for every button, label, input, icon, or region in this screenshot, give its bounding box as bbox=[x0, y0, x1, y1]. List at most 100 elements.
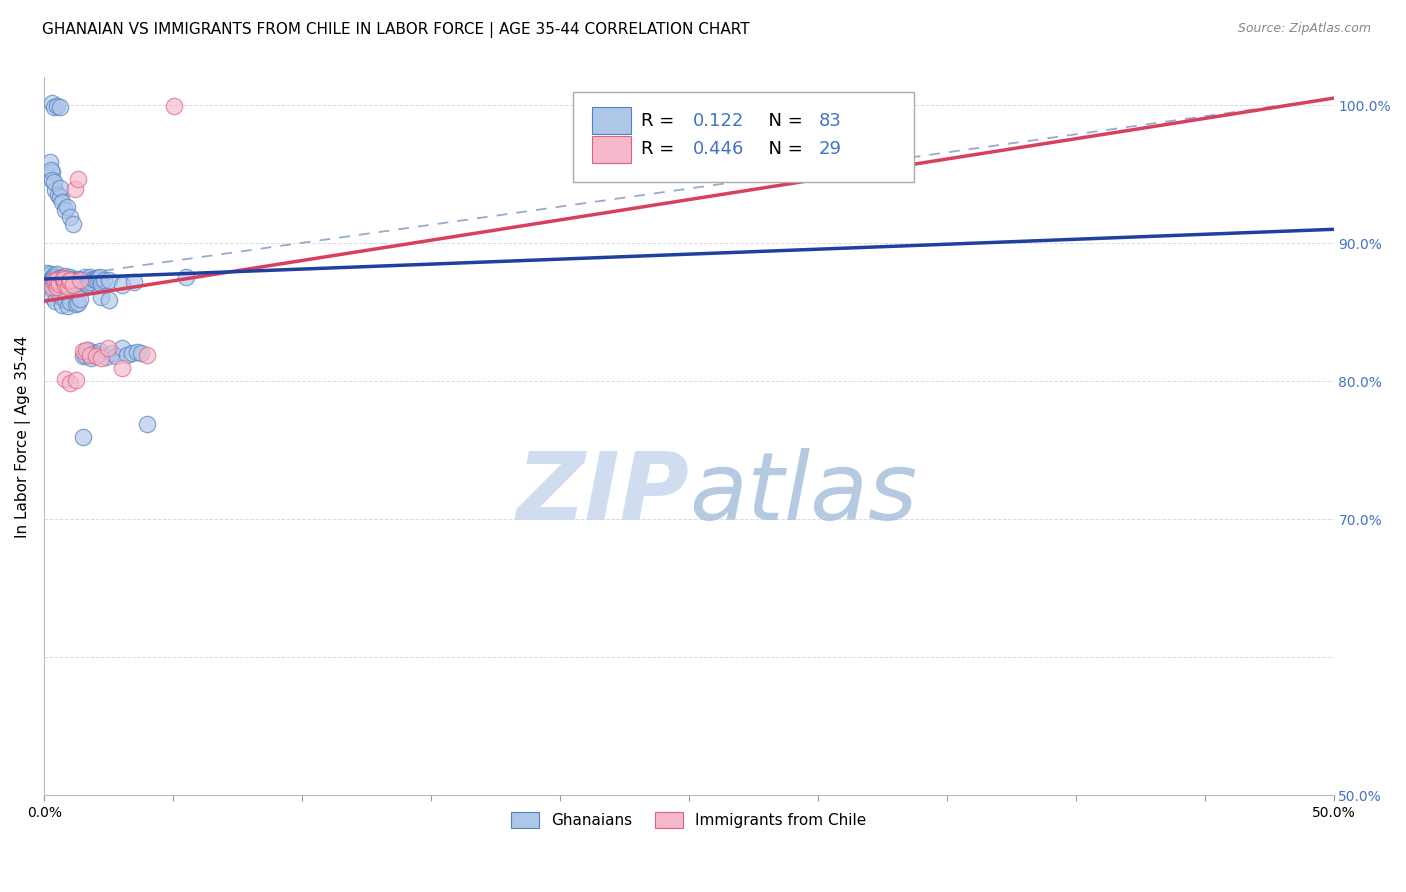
Point bbox=[82, 272, 104, 286]
Point bbox=[49, 189, 72, 203]
Point bbox=[44, 273, 66, 287]
Point bbox=[87, 347, 110, 361]
Point bbox=[69, 292, 91, 306]
Point bbox=[41, 274, 63, 288]
Point bbox=[41, 270, 63, 285]
Point bbox=[51, 297, 73, 311]
Text: GHANAIAN VS IMMIGRANTS FROM CHILE IN LABOR FORCE | AGE 35-44 CORRELATION CHART: GHANAIAN VS IMMIGRANTS FROM CHILE IN LAB… bbox=[42, 22, 749, 38]
Text: N =: N = bbox=[758, 140, 808, 158]
FancyBboxPatch shape bbox=[572, 92, 914, 182]
Point bbox=[53, 372, 76, 386]
Point bbox=[41, 274, 63, 288]
Point bbox=[56, 299, 79, 313]
Point bbox=[58, 275, 80, 289]
Point bbox=[135, 417, 157, 432]
Text: R =: R = bbox=[641, 112, 681, 129]
Point bbox=[115, 348, 138, 362]
Point bbox=[53, 273, 76, 287]
Point bbox=[59, 277, 82, 292]
Point bbox=[45, 277, 67, 292]
Point bbox=[97, 293, 120, 307]
Point bbox=[111, 341, 134, 355]
Y-axis label: In Labor Force | Age 35-44: In Labor Force | Age 35-44 bbox=[15, 335, 31, 538]
Point bbox=[41, 282, 63, 296]
Point bbox=[62, 217, 84, 231]
Point bbox=[39, 155, 62, 169]
Point bbox=[51, 272, 73, 286]
Point bbox=[49, 275, 72, 289]
Point bbox=[59, 273, 82, 287]
Point bbox=[53, 202, 76, 217]
Point bbox=[79, 275, 101, 289]
Point bbox=[59, 211, 82, 225]
Point bbox=[162, 99, 184, 113]
Point bbox=[41, 96, 63, 111]
Point bbox=[56, 200, 79, 214]
Point bbox=[72, 273, 94, 287]
Point bbox=[72, 349, 94, 363]
Text: atlas: atlas bbox=[689, 449, 917, 540]
Point bbox=[84, 270, 107, 285]
Point bbox=[90, 290, 112, 304]
Point bbox=[53, 278, 76, 293]
Point bbox=[79, 270, 101, 285]
Point bbox=[97, 341, 120, 355]
Bar bbox=[592, 136, 631, 163]
Point bbox=[48, 271, 70, 285]
Point bbox=[80, 351, 103, 365]
Point bbox=[60, 277, 83, 292]
Point bbox=[84, 345, 107, 359]
Point bbox=[51, 276, 73, 290]
Point bbox=[69, 272, 91, 286]
Point bbox=[51, 271, 73, 285]
Point bbox=[86, 271, 108, 285]
Point bbox=[65, 274, 87, 288]
Point bbox=[46, 277, 69, 292]
Point bbox=[63, 182, 86, 196]
Point bbox=[75, 343, 97, 357]
Point bbox=[44, 277, 66, 292]
Point bbox=[53, 268, 76, 283]
Point bbox=[56, 274, 79, 288]
Point bbox=[84, 273, 107, 287]
Point bbox=[66, 172, 89, 186]
Point bbox=[59, 295, 82, 310]
Point bbox=[66, 274, 89, 288]
Point bbox=[93, 273, 115, 287]
Point bbox=[124, 276, 146, 290]
Point bbox=[56, 279, 79, 293]
Point bbox=[136, 348, 159, 362]
Point bbox=[56, 277, 79, 292]
Point bbox=[127, 345, 149, 359]
Point bbox=[44, 268, 66, 282]
Point bbox=[77, 277, 100, 292]
Point bbox=[56, 278, 79, 293]
Point bbox=[79, 347, 101, 361]
Legend: Ghanaians, Immigrants from Chile: Ghanaians, Immigrants from Chile bbox=[505, 806, 872, 834]
Point bbox=[39, 162, 62, 177]
Point bbox=[42, 270, 65, 285]
Point bbox=[48, 289, 70, 303]
Point bbox=[52, 271, 75, 285]
Point bbox=[72, 430, 94, 444]
Point bbox=[69, 273, 91, 287]
Point bbox=[65, 373, 87, 387]
Point bbox=[131, 345, 153, 359]
Point bbox=[89, 344, 111, 359]
Bar bbox=[592, 107, 631, 134]
Point bbox=[39, 274, 62, 288]
Text: 0.122: 0.122 bbox=[693, 112, 744, 129]
Point bbox=[46, 280, 69, 294]
Point bbox=[45, 99, 67, 113]
Point bbox=[41, 173, 63, 187]
Point bbox=[46, 276, 69, 290]
Point bbox=[39, 275, 62, 289]
Point bbox=[90, 277, 112, 292]
Point bbox=[49, 181, 72, 195]
Point bbox=[44, 183, 66, 197]
Point bbox=[62, 273, 84, 287]
Point bbox=[42, 275, 65, 289]
Point bbox=[89, 269, 111, 284]
Text: 0.446: 0.446 bbox=[693, 140, 744, 158]
Point bbox=[53, 293, 76, 308]
